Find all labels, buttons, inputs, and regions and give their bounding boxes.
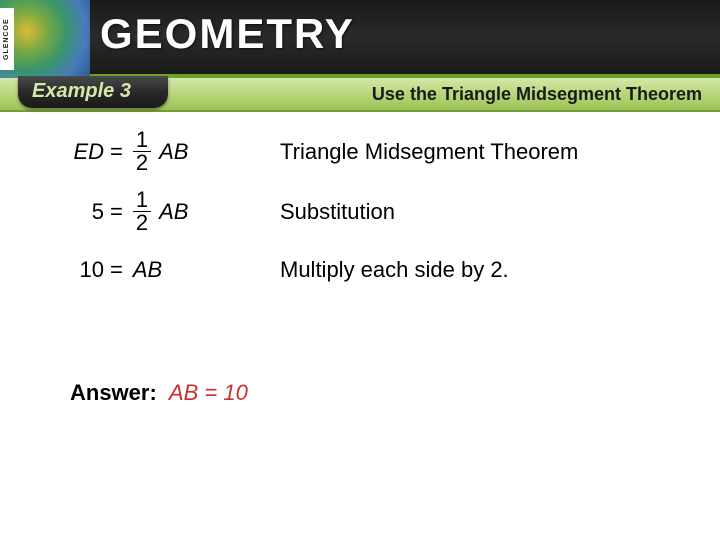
- header-bar: GLENCOE GEOMETRY: [0, 0, 720, 78]
- equation-1: ED = 1 2 AB: [70, 130, 280, 174]
- step2-eq: =: [110, 199, 123, 225]
- step1-eq: =: [110, 139, 123, 165]
- proof-step-1: ED = 1 2 AB Triangle Midsegment Theorem: [70, 130, 700, 174]
- step1-lhs: ED: [70, 139, 104, 165]
- step2-rhs-var: AB: [159, 199, 188, 225]
- step1-reason: Triangle Midsegment Theorem: [280, 139, 578, 165]
- step2-lhs: 5: [70, 199, 104, 225]
- step1-fraction: 1 2: [133, 130, 151, 174]
- content-area: ED = 1 2 AB Triangle Midsegment Theorem …: [0, 112, 720, 406]
- answer-label: Answer:: [70, 380, 157, 405]
- answer-row: Answer: AB = 10: [70, 380, 700, 406]
- step3-eq: =: [110, 257, 123, 283]
- equation-2: 5 = 1 2 AB: [70, 190, 280, 234]
- sub-header-bar: Example 3 Use the Triangle Midsegment Th…: [0, 78, 720, 112]
- step2-numerator: 1: [133, 190, 151, 212]
- topic-label: Use the Triangle Midsegment Theorem: [372, 84, 702, 105]
- step3-reason: Multiply each side by 2.: [280, 257, 509, 283]
- step3-rhs-var: AB: [133, 257, 162, 283]
- step2-reason: Substitution: [280, 199, 395, 225]
- example-badge: Example 3: [18, 76, 168, 108]
- step1-rhs-var: AB: [159, 139, 188, 165]
- answer-value: AB = 10: [169, 380, 248, 405]
- step2-denominator: 2: [136, 212, 148, 234]
- step1-numerator: 1: [133, 130, 151, 152]
- brand-tab: GLENCOE: [0, 8, 14, 70]
- step2-fraction: 1 2: [133, 190, 151, 234]
- step3-lhs: 10: [70, 257, 104, 283]
- equation-3: 10 = AB: [70, 257, 280, 283]
- step1-denominator: 2: [136, 152, 148, 174]
- proof-step-2: 5 = 1 2 AB Substitution: [70, 190, 700, 234]
- page-title: GEOMETRY: [100, 10, 355, 58]
- proof-step-3: 10 = AB Multiply each side by 2.: [70, 250, 700, 290]
